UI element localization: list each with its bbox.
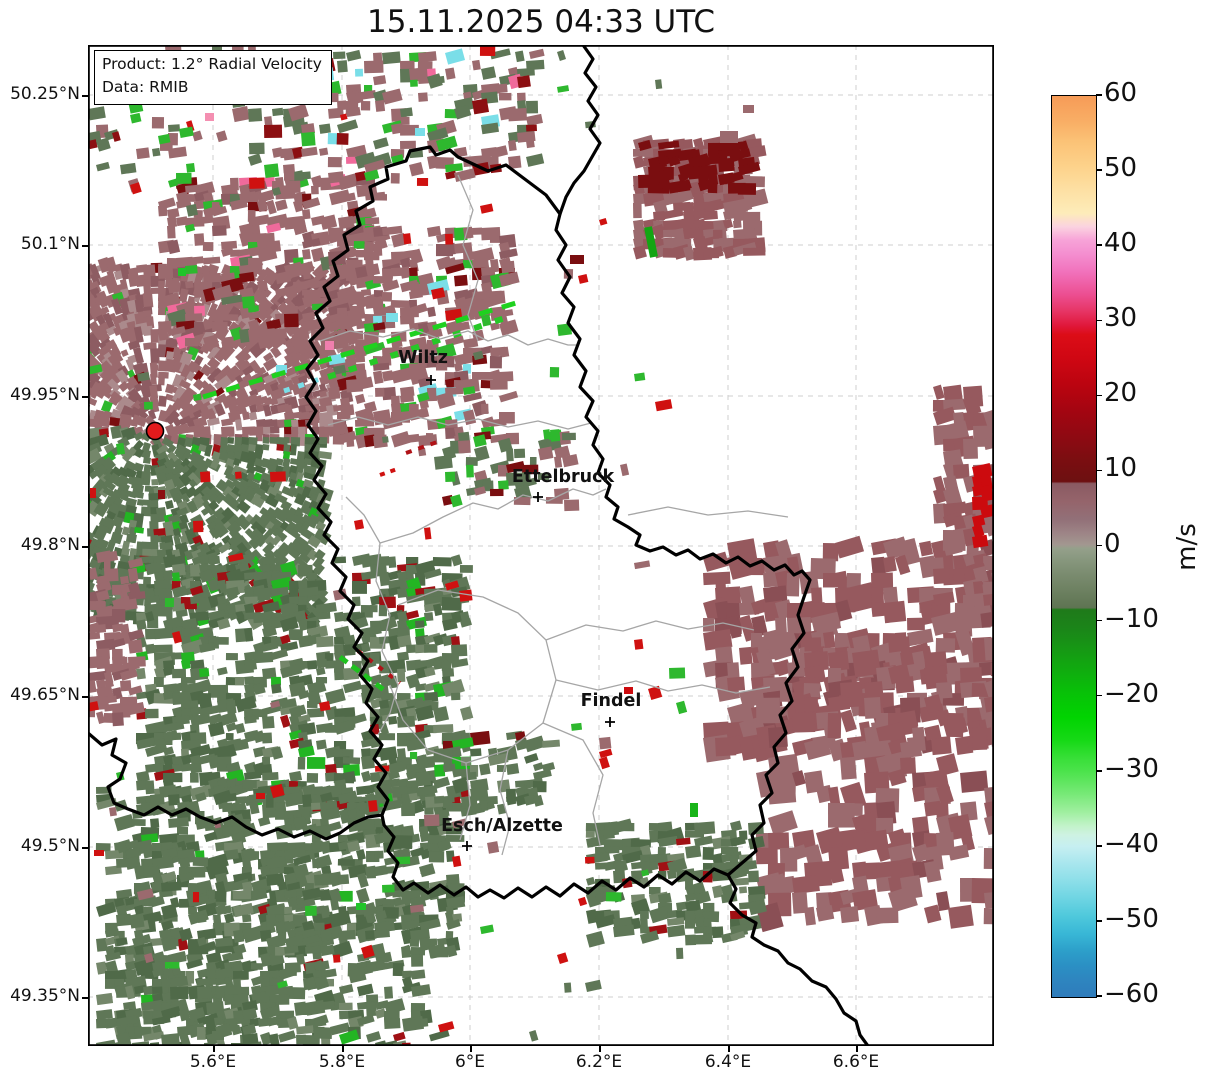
x-tick-mark	[470, 1046, 472, 1052]
colorbar-unit-label: m/s	[1172, 523, 1202, 571]
map-plot: Wiltz Ettelbruck Findel Esch/Alzette Produc…	[88, 45, 994, 1046]
product-info-box: Product: 1.2° Radial Velocity Data: RMIB	[94, 50, 332, 105]
colorbar-tick-label: 0	[1104, 528, 1121, 559]
colorbar-tick-mark	[1096, 169, 1102, 171]
city-label: Findel	[581, 691, 642, 711]
velocity-streaks-layer	[202, 226, 658, 695]
y-tick-label: 49.5°N	[20, 836, 80, 856]
y-tick-label: 49.35°N	[10, 986, 80, 1006]
y-tick-label: 50.1°N	[20, 234, 80, 254]
x-tick-label: 6.4°E	[704, 1052, 752, 1072]
city-marker-icon	[426, 375, 436, 385]
colorbar-tick-mark	[1096, 770, 1102, 772]
x-tick-mark	[728, 1046, 730, 1052]
colorbar-tick-label: 40	[1104, 228, 1138, 259]
district-borders-layer	[319, 174, 789, 856]
city-label: Wiltz	[398, 348, 448, 368]
colorbar-tick-mark	[1096, 920, 1102, 922]
y-tick-mark	[82, 847, 88, 849]
colorbar-tick-label: 20	[1104, 378, 1138, 409]
y-tick-label: 49.95°N	[10, 385, 80, 405]
country-borders-layer	[88, 45, 870, 1046]
colorbar-tick-mark	[1096, 319, 1102, 322]
colorbar-tick-mark	[1096, 94, 1102, 96]
x-tick-label: 5.6°E	[189, 1052, 237, 1072]
colorbar-tick-mark	[1096, 394, 1102, 397]
y-tick-mark	[82, 396, 88, 398]
y-tick-label: 49.8°N	[20, 535, 80, 555]
colorbar-tick-label: −30	[1104, 753, 1159, 784]
colorbar-tick-mark	[1096, 619, 1102, 622]
colorbar-tick-label: 50	[1104, 153, 1138, 184]
x-tick-mark	[599, 1046, 601, 1052]
city-marker-icon	[533, 492, 543, 502]
city-marker-icon	[605, 717, 615, 727]
colorbar-tick-label: −50	[1104, 903, 1159, 934]
y-tick-label: 49.65°N	[10, 685, 80, 705]
y-tick-mark	[82, 696, 88, 698]
data-source-label: Data: RMIB	[102, 78, 189, 97]
colorbar-tick-label: 10	[1104, 453, 1138, 484]
colorbar-tick-label: −40	[1104, 828, 1159, 859]
x-tick-label: 6°E	[454, 1052, 486, 1072]
colorbar-tick-mark	[1096, 244, 1102, 246]
colorbar-tick-label: −20	[1104, 678, 1159, 709]
colorbar-tick-label: 30	[1104, 303, 1138, 334]
radar-site-marker	[145, 421, 165, 441]
colorbar-tick-mark	[1096, 544, 1102, 547]
x-tick-mark	[856, 1046, 858, 1052]
colorbar-tick-mark	[1096, 694, 1102, 697]
map-canvas: Wiltz Ettelbruck Findel Esch/Alzette	[88, 45, 994, 1046]
colorbar-tick-mark	[1096, 469, 1102, 472]
figure-title: 15.11.2025 04:33 UTC	[367, 4, 715, 40]
product-label: Product: 1.2° Radial Velocity	[102, 55, 322, 73]
y-tick-mark	[82, 95, 88, 97]
x-tick-mark	[213, 1046, 215, 1052]
colorbar-tick-mark	[1096, 995, 1102, 997]
y-tick-label: 50.25°N	[10, 84, 80, 104]
city-marker-icon	[462, 841, 472, 851]
x-tick-mark	[342, 1046, 344, 1052]
y-tick-mark	[82, 997, 88, 999]
city-label: Ettelbruck	[512, 467, 615, 487]
y-tick-mark	[82, 546, 88, 548]
y-tick-mark	[82, 245, 88, 247]
city-labels-layer: Wiltz Ettelbruck Findel Esch/Alzette	[398, 348, 641, 851]
colorbar-tick-label: −10	[1104, 603, 1159, 634]
x-tick-label: 6.6°E	[832, 1052, 880, 1072]
city-label: Esch/Alzette	[441, 816, 563, 836]
colorbar-tick-label: −60	[1104, 979, 1159, 1009]
colorbar-gradient	[1051, 95, 1097, 998]
colorbar-tick-mark	[1096, 845, 1102, 847]
special-cells-layer	[90, 46, 851, 1040]
x-tick-label: 5.8°E	[318, 1052, 366, 1072]
x-tick-label: 6.2°E	[575, 1052, 623, 1072]
plot-frame	[88, 45, 994, 1046]
colorbar-tick-label: 60	[1104, 78, 1138, 108]
